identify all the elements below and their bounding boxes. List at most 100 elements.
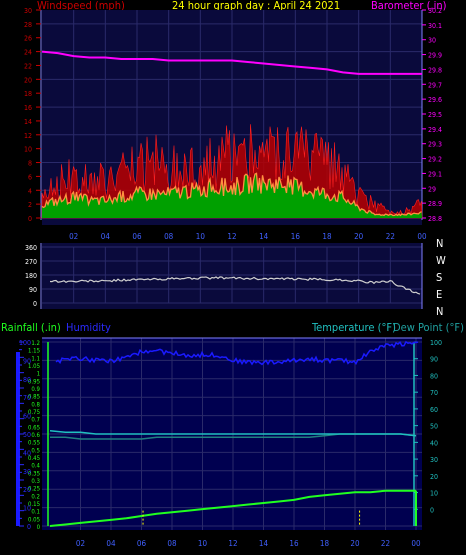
barometer-tick-label: 28.8 — [428, 215, 442, 223]
compass-e: E — [436, 288, 442, 301]
wind-x-axis: 02 04 06 08 10 12 14 16 18 20 22 00 — [69, 232, 427, 241]
barometer-label: Barometer (.in) — [371, 0, 447, 12]
rainfall-tick-label: 0.35 — [28, 470, 40, 477]
rain-x-axis: 02 04 06 08 10 12 14 16 18 20 22 00 — [76, 539, 421, 548]
barometer-tick-label: 29.8 — [428, 66, 442, 74]
humidity-tick-label: 20 — [23, 486, 31, 494]
rain-x-tick-label: 04 — [106, 539, 116, 548]
humidity-tick-label: 80 — [23, 376, 31, 384]
windspeed-tick-label: 30 — [24, 7, 32, 15]
rainfall-tick-label: 0.15 — [28, 501, 40, 508]
temperature-tick-label: 0 — [430, 506, 434, 514]
barometer-tick-label: 30 — [428, 37, 436, 45]
barometer-tick-label: 29.1 — [428, 170, 442, 178]
rainfall-tick-label: 0.5 — [31, 447, 40, 454]
wind-x-tick-label: 06 — [132, 232, 142, 241]
rainfall-tick-label: 0.6 — [31, 432, 40, 439]
rainfall-tick-label: 0.55 — [28, 440, 40, 447]
rain-humidity-series — [49, 340, 419, 527]
rain-x-tick-label: 22 — [381, 539, 390, 548]
rainfall-tick-label: 0.8 — [31, 401, 40, 408]
windspeed-tick-label: 16 — [24, 104, 32, 112]
barometer-tick-label: 29.9 — [428, 52, 442, 60]
rainfall-tick-label: 0.9 — [31, 386, 40, 393]
temperature-tick-label: 80 — [430, 372, 438, 380]
rainfall-tick-label: 0.3 — [31, 478, 40, 485]
humidity-tick-label: 30 — [23, 468, 31, 476]
rainfall-label: Rainfall (.in) — [1, 321, 61, 334]
humidity-tick-label: 0 — [27, 523, 31, 531]
windspeed-tick-label: 8 — [28, 160, 32, 168]
wind-x-tick-label: 08 — [164, 232, 174, 241]
wind-direction-line — [49, 276, 421, 295]
humidity-tick-label: 90 — [23, 357, 31, 365]
temperature-axis: 0 10 20 30 40 50 60 70 80 90 100 — [414, 339, 442, 514]
windspeed-tick-label: 6 — [28, 173, 32, 181]
wind-x-tick-label: 12 — [227, 232, 236, 241]
humidity-tick-label: 70 — [23, 394, 31, 402]
windspeed-tick-label: 28 — [24, 21, 32, 29]
humidity-tick-label: 50 — [23, 431, 31, 439]
barometer-tick-label: 28.9 — [428, 200, 442, 208]
direction-tick-label: 0 — [33, 300, 37, 308]
wind-x-tick-label: 20 — [354, 232, 364, 241]
rainfall-tick-label: 1.1 — [31, 355, 40, 362]
temperature-tick-label: 10 — [430, 490, 438, 498]
rainfall-tick-label: 1.2 — [31, 340, 40, 347]
rain-x-tick-label: 00 — [411, 539, 421, 548]
rainfall-tick-label: 0.45 — [28, 455, 40, 462]
rain-x-tick-label: 08 — [167, 539, 177, 548]
windspeed-label: Windspeed (mph) — [37, 0, 125, 12]
rainfall-tick-label: 0.1 — [31, 509, 40, 516]
compass-s: S — [436, 271, 442, 284]
temperature-line — [49, 429, 417, 437]
rainfall-tick-label: 1.05 — [28, 363, 40, 370]
barometer-tick-label: 29 — [428, 185, 436, 193]
rainfall-line — [49, 489, 416, 527]
rainfall-tick-label: 0.85 — [28, 394, 40, 401]
barometer-tick-label: 30.2 — [428, 7, 442, 15]
wind-series — [41, 50, 423, 219]
rainfall-tick-label: 1.15 — [28, 348, 40, 355]
rain-humidity-axis-lines — [16, 337, 422, 526]
wind-x-tick-label: 04 — [101, 232, 111, 241]
wind-x-tick-label: 22 — [386, 232, 395, 241]
temperature-tick-label: 30 — [430, 456, 438, 464]
dewpoint-label: Dew Point (°F) — [393, 321, 464, 334]
rain-x-tick-label: 10 — [198, 539, 208, 548]
temperature-label: Temperature (°F) — [311, 321, 396, 334]
wind-x-tick-label: 10 — [196, 232, 206, 241]
barometer-tick-label: 29.7 — [428, 81, 442, 89]
rainfall-tick-label: 0.2 — [31, 493, 40, 500]
temperature-tick-label: 90 — [430, 356, 438, 364]
humidity-line — [55, 340, 419, 366]
direction-tick-label: 360 — [25, 244, 37, 252]
rain-x-tick-label: 14 — [259, 539, 269, 548]
temperature-tick-label: 100 — [430, 339, 442, 347]
windspeed-tick-label: 2 — [28, 201, 32, 209]
windspeed-tick-label: 14 — [24, 118, 32, 126]
rainfall-tick-label: 0.4 — [31, 463, 40, 470]
rain-x-tick-label: 18 — [320, 539, 330, 548]
direction-tick-label: 270 — [25, 258, 37, 266]
humidity-tick-label: 40 — [23, 449, 31, 457]
temperature-tick-label: 60 — [430, 406, 438, 414]
barometer-line — [41, 50, 422, 75]
windspeed-tick-label: 20 — [24, 76, 32, 84]
temperature-tick-label: 50 — [430, 423, 438, 431]
windspeed-average-area — [42, 173, 422, 218]
direction-grid — [42, 246, 423, 304]
direction-tick-label: 180 — [25, 272, 37, 280]
rain-x-tick-label: 12 — [228, 539, 237, 548]
wind-x-tick-label: 02 — [69, 232, 78, 241]
humidity-tick-label: 10 — [23, 505, 31, 513]
compass-w: W — [436, 254, 446, 267]
rainfall-tick-label: 0.25 — [28, 486, 40, 493]
rainfall-axis: 00.050.10.150.20.250.30.350.40.450.50.55… — [19, 340, 41, 531]
windspeed-tick-label: 22 — [24, 62, 32, 70]
rainfall-tick-label: 1 — [37, 371, 40, 378]
rain-x-tick-label: 16 — [289, 539, 299, 548]
wind-x-tick-label: 18 — [322, 232, 332, 241]
